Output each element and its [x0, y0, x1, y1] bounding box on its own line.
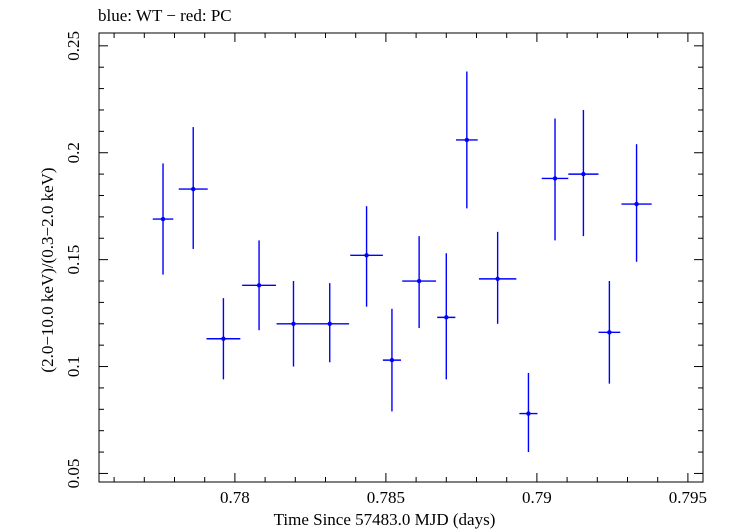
- x-tick-label: 0.785: [367, 488, 405, 507]
- y-tick-label: 0.2: [64, 142, 83, 163]
- data-marker: [221, 336, 226, 341]
- data-point: [402, 236, 437, 329]
- data-point: [350, 206, 383, 307]
- data-marker: [160, 216, 166, 222]
- data-point: [437, 253, 456, 380]
- data-point: [598, 281, 621, 384]
- data-marker: [607, 330, 612, 335]
- data-point: [242, 240, 276, 331]
- y-tick-label: 0.1: [64, 356, 83, 377]
- data-marker: [464, 137, 470, 143]
- data-marker: [389, 357, 395, 363]
- data-marker: [291, 321, 296, 326]
- data-point: [541, 118, 569, 241]
- data-marker: [256, 283, 262, 288]
- x-tick-label: 0.795: [669, 488, 707, 507]
- data-point: [455, 71, 478, 209]
- data-marker: [526, 411, 531, 416]
- x-tick-label: 0.79: [522, 488, 552, 507]
- data-point: [276, 281, 311, 367]
- data-marker: [634, 201, 639, 207]
- plot-frame: [98, 32, 704, 483]
- y-tick-label: 0.05: [64, 459, 83, 489]
- data-point: [206, 298, 241, 380]
- y-axis-label: (2.0−10.0 keV)/(0.3−2.0 keV): [38, 167, 57, 373]
- data-marker: [552, 176, 558, 181]
- data-marker: [581, 171, 586, 177]
- data-point: [310, 283, 350, 363]
- data-point: [568, 109, 599, 237]
- data-point: [178, 127, 208, 249]
- data-point: [152, 163, 174, 275]
- x-tick-label: 0.78: [220, 488, 250, 507]
- data-point: [519, 372, 538, 453]
- data-marker: [191, 186, 196, 192]
- y-tick-label: 0.15: [64, 245, 83, 275]
- data-point: [621, 144, 652, 262]
- data-marker: [444, 315, 449, 320]
- chart-title: blue: WT − red: PC: [98, 6, 232, 25]
- data-marker: [416, 278, 422, 284]
- y-tick-label: 0.25: [64, 31, 83, 61]
- data-point: [478, 231, 517, 324]
- data-marker: [364, 253, 369, 258]
- x-axis-label: Time Since 57483.0 MJD (days): [273, 510, 496, 529]
- data-marker: [495, 276, 500, 282]
- data-point: [382, 308, 401, 412]
- data-marker: [327, 321, 332, 326]
